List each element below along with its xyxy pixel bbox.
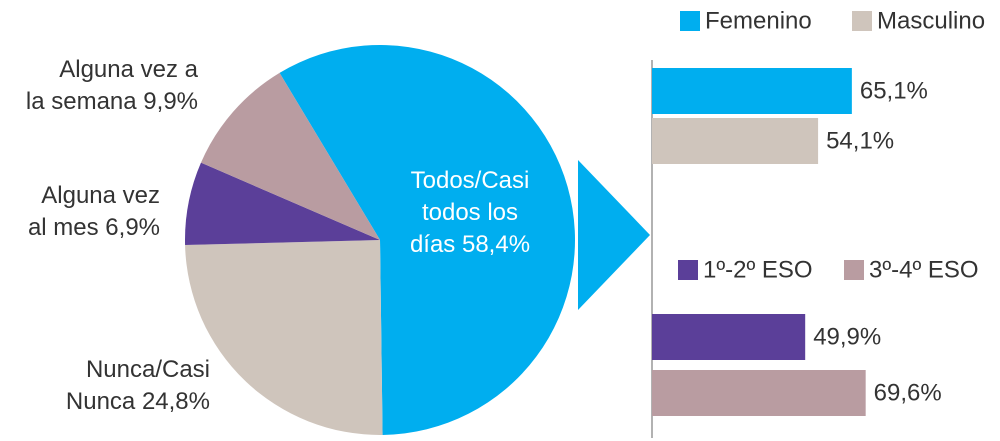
legend-swatch	[680, 11, 700, 31]
slice-label: Nunca/Casi Nunca 24,8%	[0, 354, 210, 418]
legend-label: Masculino	[877, 7, 985, 34]
pie-slice	[185, 240, 383, 435]
slice-value-label: 6,9%	[105, 214, 160, 241]
bar	[652, 118, 819, 164]
slice-value-label: 9,9%	[143, 88, 198, 115]
bar-value-label: 69,6%	[874, 379, 942, 406]
bar	[652, 68, 852, 114]
bar-value-label: 65,1%	[860, 77, 928, 104]
slice-category: Nunca/Casi Nunca	[65, 356, 210, 415]
slice-label: Todos/Casi todos los días 58,4%	[380, 165, 560, 261]
bar	[652, 370, 866, 416]
slice-value-label: 24,8%	[141, 388, 210, 415]
bar	[652, 314, 806, 360]
bar-value-label: 49,9%	[813, 323, 881, 350]
legend-label: Femenino	[705, 7, 812, 34]
slice-category: Todos/Casi todos los días	[409, 167, 530, 258]
legend-swatch	[844, 260, 864, 280]
legend-label: 3º-4º ESO	[869, 256, 979, 283]
legend-swatch	[852, 11, 872, 31]
pie-slice	[279, 45, 575, 435]
slice-label: Alguna vez a la semana 9,9%	[0, 54, 198, 118]
pie-slice	[200, 72, 380, 240]
arrow	[578, 160, 650, 310]
slice-value-label: 58,4%	[461, 231, 531, 258]
slice-category: Alguna vez a la semana	[25, 56, 198, 115]
pie-slice	[185, 162, 380, 246]
legend-swatch	[678, 260, 698, 280]
bar-value-label: 54,1%	[826, 127, 894, 154]
slice-label: Alguna vez al mes 6,9%	[0, 180, 160, 244]
legend-label: 1º-2º ESO	[703, 256, 813, 283]
slice-category: Alguna vez al mes	[27, 182, 160, 241]
